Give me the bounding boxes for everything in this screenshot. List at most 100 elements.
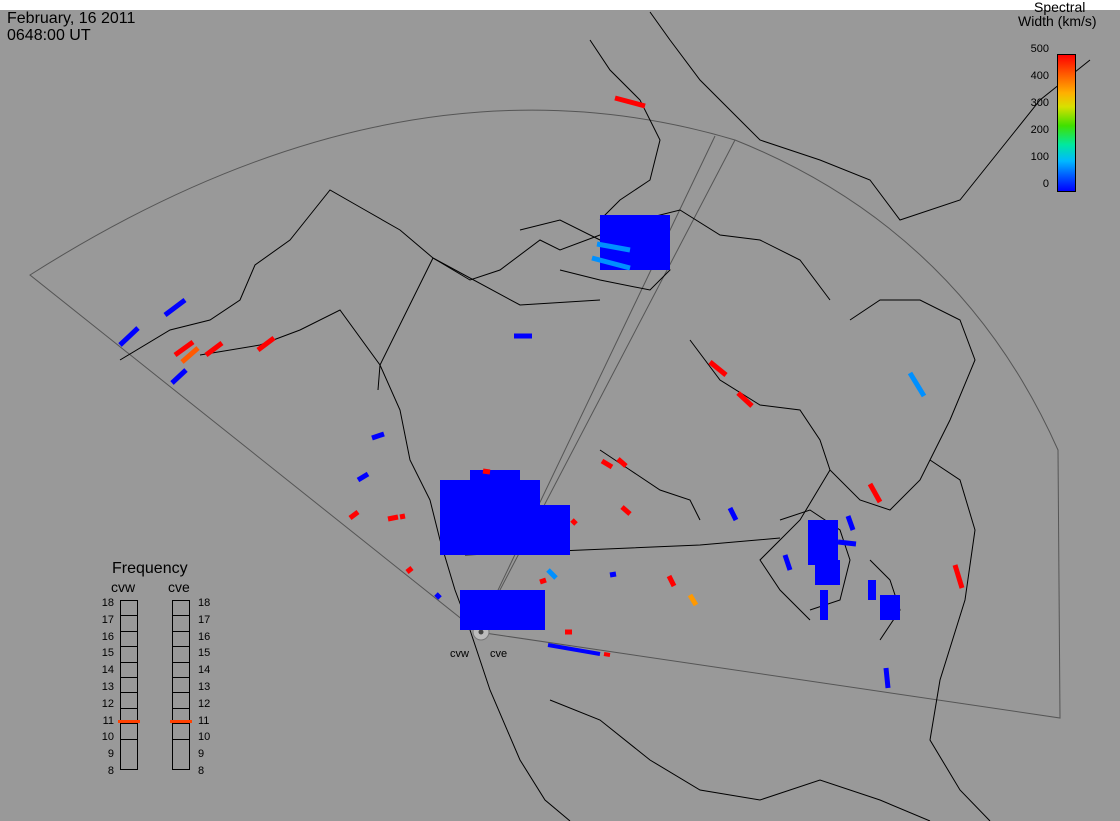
frequency-scale-label: 18 — [198, 597, 211, 609]
frequency-scale-label: 14 — [198, 664, 211, 677]
echo-cell — [547, 643, 601, 656]
echo-cell — [434, 592, 442, 600]
echo-cell — [440, 480, 540, 555]
frequency-scale-label: 17 — [198, 613, 211, 626]
frequency-scale-label: 13 — [198, 681, 211, 693]
echo-cell — [880, 595, 900, 620]
color-scale-units: Width (km/s) — [1018, 13, 1097, 29]
echo-cell — [371, 431, 385, 441]
frequency-scale-label: 11 — [102, 714, 114, 727]
color-scale-tick: 400 — [1030, 70, 1049, 82]
echo-cell — [614, 95, 646, 109]
echo-cell — [180, 346, 200, 364]
echo-cell — [782, 554, 793, 571]
echo-cell — [570, 518, 578, 526]
echo-cell — [460, 590, 545, 630]
echo-cell — [815, 560, 840, 585]
color-scale-tick: 300 — [1030, 97, 1049, 109]
color-scale-title: Spectral — [1034, 0, 1086, 15]
echo-cell — [163, 298, 187, 317]
frequency-scale-label: 10 — [101, 731, 114, 744]
echo-cell — [530, 505, 570, 555]
color-scale-tick: 0 — [1042, 178, 1049, 190]
radar-echoes — [118, 95, 965, 689]
coastlines — [119, 11, 1091, 821]
echo-cell — [666, 574, 677, 588]
echo-cell — [591, 255, 631, 271]
color-scale-tick: 100 — [1030, 151, 1049, 163]
frequency-scale-label: 12 — [198, 697, 211, 710]
echo-cell — [868, 580, 876, 600]
frequency-scale-label: 10 — [198, 731, 211, 744]
frequency-ladder-cve — [172, 600, 190, 770]
date-label: February, 16 2011 — [7, 10, 136, 27]
echo-cell — [867, 482, 883, 504]
frequency-scale-label: 14 — [101, 664, 114, 677]
echo-cell — [736, 391, 754, 408]
frequency-scale-label: 18 — [101, 597, 114, 609]
echo-cell — [820, 590, 828, 620]
echo-cell — [204, 341, 224, 357]
territory-border — [432, 257, 601, 306]
frequency-scale-label: 16 — [101, 630, 114, 643]
frequency-scale-label: 17 — [101, 613, 114, 626]
color-scale-tick: 500 — [1030, 43, 1049, 55]
alaska-border — [377, 257, 434, 391]
frequency-scale-label: 11 — [198, 714, 210, 727]
echo-cell — [356, 471, 370, 483]
echo-cell — [837, 539, 857, 547]
map-background — [0, 10, 1120, 821]
echo-cell — [405, 566, 414, 574]
echo-cell — [256, 336, 276, 352]
color-scale-bar — [1057, 54, 1076, 192]
frequency-marker-cve — [170, 719, 192, 723]
frequency-scale-label: 12 — [101, 697, 114, 710]
echo-cell — [727, 506, 739, 522]
frequency-scale-label: 16 — [198, 630, 211, 643]
echo-cell — [170, 368, 188, 385]
echo-cell — [596, 241, 631, 253]
echo-cell — [387, 514, 399, 522]
frequency-scale-label: 8 — [198, 765, 205, 777]
echo-cell — [616, 457, 628, 468]
echo-cell — [620, 505, 632, 516]
color-scale-tick: 200 — [1030, 124, 1049, 136]
site-label-cve: cve — [490, 648, 507, 660]
frequency-cvw-label: cvw — [111, 579, 136, 595]
echo-cell — [687, 593, 699, 607]
echo-cell — [952, 564, 965, 589]
echo-cell — [708, 360, 728, 377]
echo-cell — [845, 515, 856, 531]
echo-cell — [600, 458, 614, 470]
frequency-scale-label: 13 — [101, 681, 114, 693]
field-of-view-outline — [29, 109, 1061, 719]
echo-cell — [399, 513, 406, 520]
echo-cell — [348, 510, 360, 520]
time-label: 0648:00 UT — [7, 27, 91, 44]
echo-cell — [482, 468, 491, 475]
echo-cell — [118, 326, 140, 347]
echo-cell — [603, 652, 611, 657]
frequency-marker-cvw — [118, 719, 140, 723]
frequency-title: Frequency — [112, 560, 188, 577]
echo-cell — [808, 520, 838, 565]
radar-site-center — [478, 629, 484, 635]
frequency-scale-label: 15 — [101, 647, 114, 660]
echo-cell — [609, 571, 617, 578]
echo-cell — [470, 470, 520, 490]
frequency-cve-label: cve — [168, 579, 190, 595]
echo-cell — [539, 577, 547, 585]
frequency-scale-label: 8 — [107, 765, 114, 777]
site-label-cvw: cvw — [450, 648, 469, 660]
echo-cell — [546, 568, 558, 580]
echo-cell — [883, 667, 891, 689]
frequency-scale-label: 9 — [198, 748, 205, 761]
frequency-scale-label: 15 — [198, 647, 211, 660]
echo-cell — [907, 371, 927, 398]
echo-cell — [638, 250, 662, 266]
frequency-ladder-cvw — [120, 600, 138, 770]
echo-cell — [173, 339, 195, 358]
frequency-scale-label: 9 — [107, 748, 114, 761]
